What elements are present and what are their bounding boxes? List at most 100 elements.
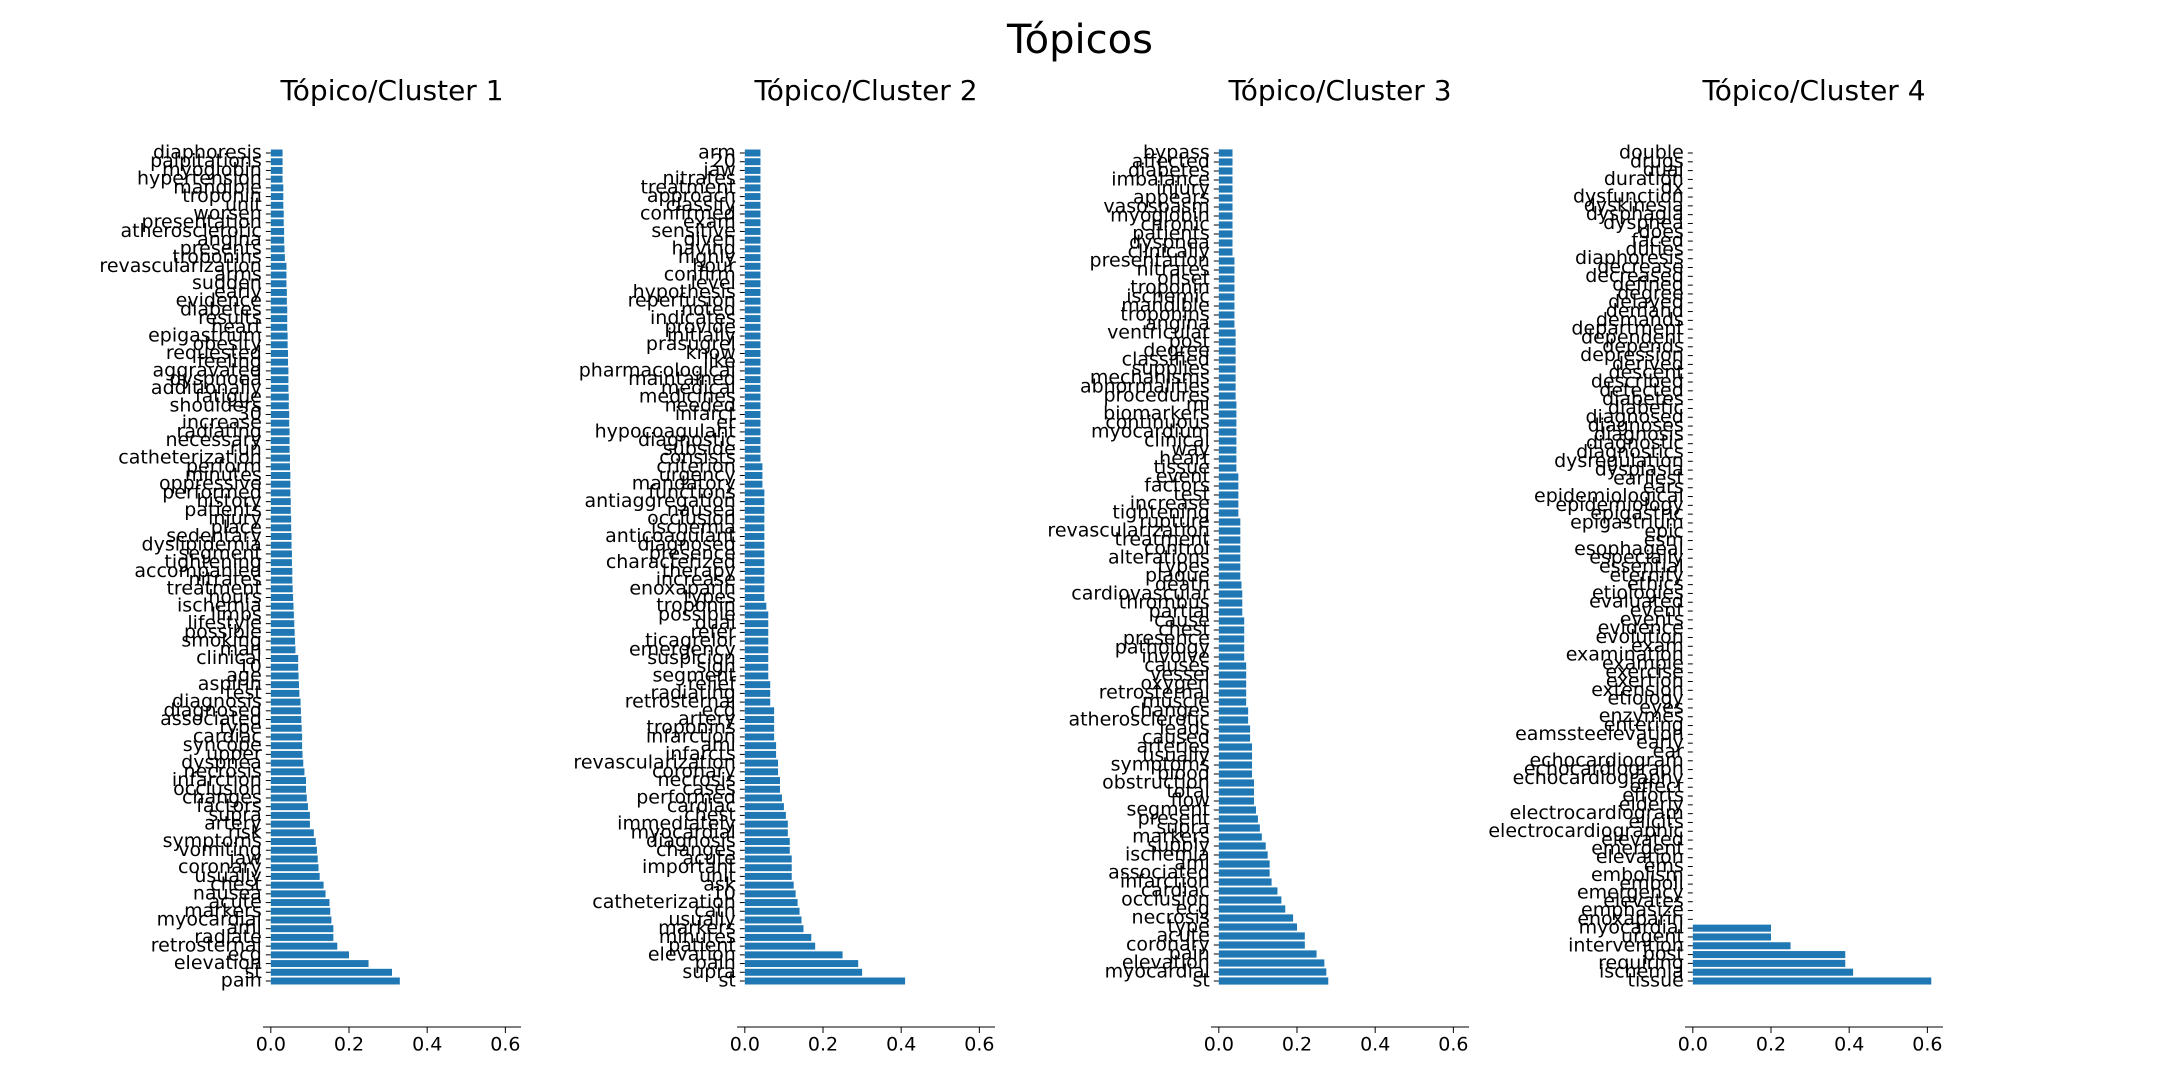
y-tick-label: changes xyxy=(656,839,736,861)
y-tick-label: ami xyxy=(1174,853,1209,875)
bar xyxy=(270,637,296,645)
bar xyxy=(744,637,769,645)
y-tick-label: infarct xyxy=(675,403,736,425)
y-tick-label: hypertension xyxy=(137,168,262,190)
bar xyxy=(1218,419,1237,427)
bar xyxy=(1218,302,1235,310)
y-tick-label: department xyxy=(1571,318,1683,340)
bar xyxy=(1218,554,1241,562)
x-tick-label: 0.0 xyxy=(256,1034,286,1056)
y-tick-label: enoxaparin xyxy=(1577,908,1684,930)
bar xyxy=(1218,365,1236,373)
y-tick-label: hour xyxy=(692,255,736,277)
y-tick-label: troponins xyxy=(646,717,735,739)
y-tick-label: antiaggregation xyxy=(584,490,735,512)
bar xyxy=(1218,716,1249,724)
bar xyxy=(744,315,761,323)
bar xyxy=(744,323,761,331)
y-tick-label: confirmed xyxy=(640,203,736,225)
y-tick-label: diabetes xyxy=(180,298,262,320)
y-tick-label: shoulders xyxy=(169,394,261,416)
bar xyxy=(270,201,284,209)
bar xyxy=(744,716,775,724)
bar xyxy=(744,349,761,357)
y-tick-label: diaphoresis xyxy=(153,142,262,164)
y-tick-label: cardiac xyxy=(1141,880,1210,902)
bar xyxy=(1218,797,1254,805)
y-tick-label: descent xyxy=(1609,362,1684,384)
y-tick-label: dyslipidemia xyxy=(142,534,262,556)
bar xyxy=(1218,815,1258,823)
bar xyxy=(1218,941,1305,949)
bar xyxy=(744,890,796,898)
bar xyxy=(270,306,288,314)
panel-title: Tópico/Cluster 3 xyxy=(1227,74,1451,107)
y-tick-label: infarction xyxy=(646,725,736,747)
bar xyxy=(270,750,303,758)
bar xyxy=(744,916,802,924)
y-tick-label: echocardiography xyxy=(1513,767,1684,789)
bar xyxy=(270,733,303,741)
y-tick-label: symptoms xyxy=(1111,754,1210,776)
y-tick-label: associated xyxy=(1108,862,1210,884)
y-tick-label: described xyxy=(1591,371,1684,393)
y-tick-label: events xyxy=(1620,608,1684,630)
bar xyxy=(270,951,349,959)
bar xyxy=(744,550,765,558)
y-tick-label: troponin xyxy=(656,595,736,617)
y-tick-label: mi xyxy=(1186,394,1210,416)
y-tick-label: diagnosed xyxy=(637,534,735,556)
bar xyxy=(1218,914,1294,922)
y-tick-label: especially xyxy=(1589,547,1684,569)
bar xyxy=(1218,221,1233,229)
bar xyxy=(1218,563,1241,571)
y-tick-label: unit xyxy=(225,194,262,216)
y-tick-label: drugs xyxy=(1630,150,1684,172)
bar xyxy=(270,864,319,872)
bar xyxy=(744,759,779,767)
y-tick-label: onset xyxy=(1157,268,1210,290)
y-tick-label: place xyxy=(211,516,262,538)
bar xyxy=(270,820,310,828)
y-tick-label: ears xyxy=(1643,476,1684,498)
y-tick-label: markers xyxy=(184,900,262,922)
bar xyxy=(1218,824,1260,832)
bar xyxy=(744,777,780,785)
y-tick-label: myocardial xyxy=(631,821,736,843)
y-tick-label: cardiac xyxy=(667,795,736,817)
bar xyxy=(744,332,761,340)
y-tick-label: oppressive xyxy=(159,473,262,495)
bar xyxy=(744,646,769,654)
bar xyxy=(1218,860,1270,868)
bar xyxy=(270,175,283,183)
y-tick-label: control xyxy=(1144,538,1210,560)
y-tick-label: dysphagia xyxy=(1586,203,1684,225)
bar xyxy=(1218,185,1233,193)
bar xyxy=(744,698,771,706)
bar xyxy=(270,846,317,854)
y-tick-label: ems xyxy=(1644,855,1684,877)
y-tick-label: symptoms xyxy=(163,830,262,852)
y-tick-label: given xyxy=(683,229,735,251)
y-tick-label: defined xyxy=(1612,274,1684,296)
y-tick-label: evidence xyxy=(1598,617,1684,639)
bar xyxy=(744,376,761,384)
bar xyxy=(270,611,294,619)
bar xyxy=(1218,167,1233,175)
y-tick-label: minutes xyxy=(659,926,736,948)
bar xyxy=(270,280,287,288)
y-tick-label: vasospasm xyxy=(1103,196,1209,218)
x-tick-label: 0.4 xyxy=(1360,1034,1390,1056)
y-tick-label: sign xyxy=(697,656,736,678)
bar xyxy=(270,402,289,410)
y-tick-label: enoxaparin xyxy=(629,577,736,599)
y-tick-label: elevates xyxy=(1603,890,1684,912)
bar xyxy=(270,384,289,392)
y-tick-label: initially xyxy=(667,325,736,347)
y-tick-label: patient xyxy=(668,935,736,957)
bar xyxy=(270,899,330,907)
bar xyxy=(744,811,786,819)
y-tick-label: additionally xyxy=(151,377,262,399)
y-tick-label: necessary xyxy=(165,429,261,451)
y-tick-label: plaque xyxy=(1145,565,1210,587)
